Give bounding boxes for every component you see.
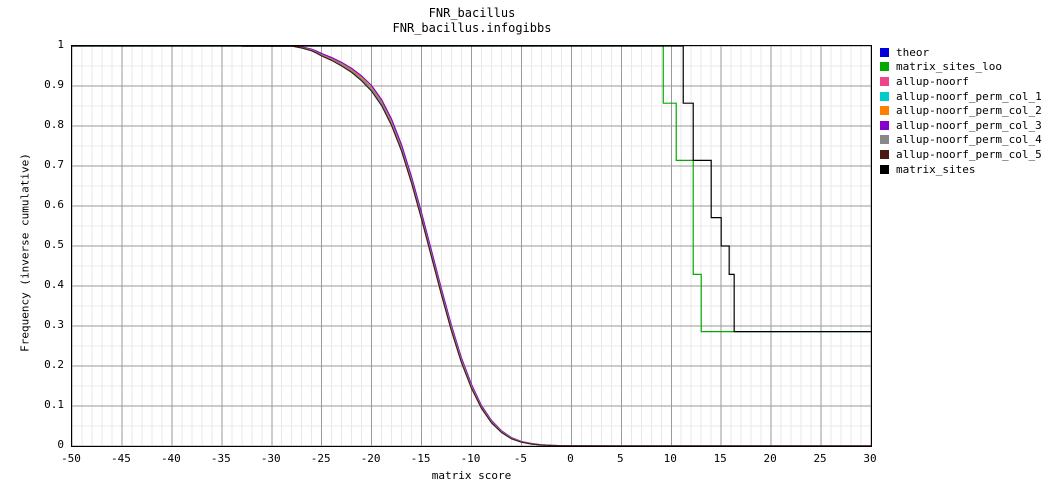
y-tick-label: 0.2 bbox=[44, 358, 64, 371]
y-tick-label: 0.8 bbox=[44, 118, 64, 131]
x-tick-label: 15 bbox=[713, 452, 727, 465]
x-tick-label: -20 bbox=[360, 452, 381, 465]
legend-item-label: allup-noorf_perm_col_1 bbox=[896, 89, 1042, 103]
x-tick-label: 20 bbox=[763, 452, 777, 465]
legend-item-label: allup-noorf_perm_col_3 bbox=[896, 118, 1042, 132]
chart-title: FNR_bacillus bbox=[428, 6, 516, 20]
legend-item: allup-noorf_perm_col_1 bbox=[880, 89, 1054, 104]
y-tick-label: 0 bbox=[57, 438, 64, 451]
series-matrix_sites bbox=[72, 46, 871, 333]
y-tick-label: 0.3 bbox=[44, 318, 64, 331]
y-tick-label: 0.9 bbox=[44, 78, 64, 91]
legend-marker-icon bbox=[880, 149, 889, 159]
y-tick-label: 0.5 bbox=[44, 238, 64, 251]
x-tick-label: 5 bbox=[617, 452, 624, 465]
legend-item-label: allup-noorf_perm_col_4 bbox=[896, 133, 1042, 147]
legend-marker-icon bbox=[880, 120, 889, 130]
y-tick-label: 0.6 bbox=[44, 198, 64, 211]
series-allup-noorf bbox=[241, 46, 871, 446]
x-tick-label: -25 bbox=[310, 452, 331, 465]
x-tick-label: -40 bbox=[160, 452, 181, 465]
chart-subtitle: FNR_bacillus.infogibbs bbox=[392, 21, 552, 35]
x-tick-label: 10 bbox=[663, 452, 677, 465]
y-tick-label: 0.7 bbox=[44, 158, 64, 171]
x-tick-label: -15 bbox=[410, 452, 431, 465]
x-tick-label: -50 bbox=[61, 452, 81, 465]
y-tick-label: 0.1 bbox=[44, 398, 64, 411]
legend-item: allup-noorf_perm_col_2 bbox=[880, 103, 1054, 118]
legend-item-label: theor bbox=[896, 45, 930, 59]
x-axis-label: matrix score bbox=[431, 469, 512, 482]
series-allup-noorf_perm_col_2 bbox=[241, 46, 871, 446]
legend-item-label: allup-noorf_perm_col_5 bbox=[896, 147, 1042, 161]
x-tick-label: 25 bbox=[813, 452, 827, 465]
y-tick-label: 1 bbox=[57, 38, 64, 51]
series-allup-noorf_perm_col_4 bbox=[241, 46, 871, 446]
y-tick-label: 0.4 bbox=[44, 278, 64, 291]
series-allup-noorf_perm_col_1 bbox=[241, 46, 871, 446]
legend-item: allup-noorf_perm_col_3 bbox=[880, 118, 1054, 133]
legend-marker-icon bbox=[880, 164, 889, 174]
series-theor bbox=[241, 46, 871, 446]
x-tick-label: 30 bbox=[863, 452, 877, 465]
x-tick-label: -30 bbox=[260, 452, 281, 465]
legend-item: allup-noorf_perm_col_5 bbox=[880, 147, 1054, 162]
legend-item: matrix_sites bbox=[880, 162, 1054, 177]
chart-title-block: FNR_bacillus FNR_bacillus.infogibbs bbox=[71, 6, 873, 36]
grid-layer bbox=[72, 46, 871, 446]
legend-item: theor bbox=[880, 45, 1054, 60]
legend-marker-icon bbox=[880, 135, 889, 145]
legend-item: matrix_sites_loo bbox=[880, 60, 1054, 75]
x-tick-label: 0 bbox=[567, 452, 574, 465]
legend-item-label: allup-noorf bbox=[896, 74, 969, 88]
x-tick-label: -45 bbox=[111, 452, 131, 465]
x-tick-label: -35 bbox=[210, 452, 231, 465]
legend-item-label: matrix_sites bbox=[896, 162, 976, 176]
legend-item: allup-noorf bbox=[880, 74, 1054, 89]
series-allup-noorf_perm_col_3 bbox=[241, 46, 871, 446]
y-axis-label: Frequency (inverse cumulative) bbox=[18, 153, 32, 352]
x-tick-label: -10 bbox=[460, 452, 481, 465]
series-allup-noorf_perm_col_5 bbox=[241, 46, 871, 446]
legend-marker-icon bbox=[880, 62, 889, 72]
x-tick-label: -5 bbox=[513, 452, 528, 465]
curves-layer bbox=[72, 46, 871, 446]
legend-marker-icon bbox=[880, 76, 889, 86]
legend-marker-icon bbox=[880, 91, 889, 101]
legend-item-label: allup-noorf_perm_col_2 bbox=[896, 104, 1042, 118]
plot-area bbox=[71, 45, 872, 447]
legend-marker-icon bbox=[880, 106, 889, 116]
legend-marker-icon bbox=[880, 47, 889, 57]
legend: theor matrix_sites_loo allup-noorf allup-no… bbox=[880, 45, 1054, 176]
legend-item: allup-noorf_perm_col_4 bbox=[880, 133, 1054, 148]
legend-item-label: matrix_sites_loo bbox=[896, 60, 1002, 74]
series-matrix_sites_loo bbox=[72, 46, 871, 333]
